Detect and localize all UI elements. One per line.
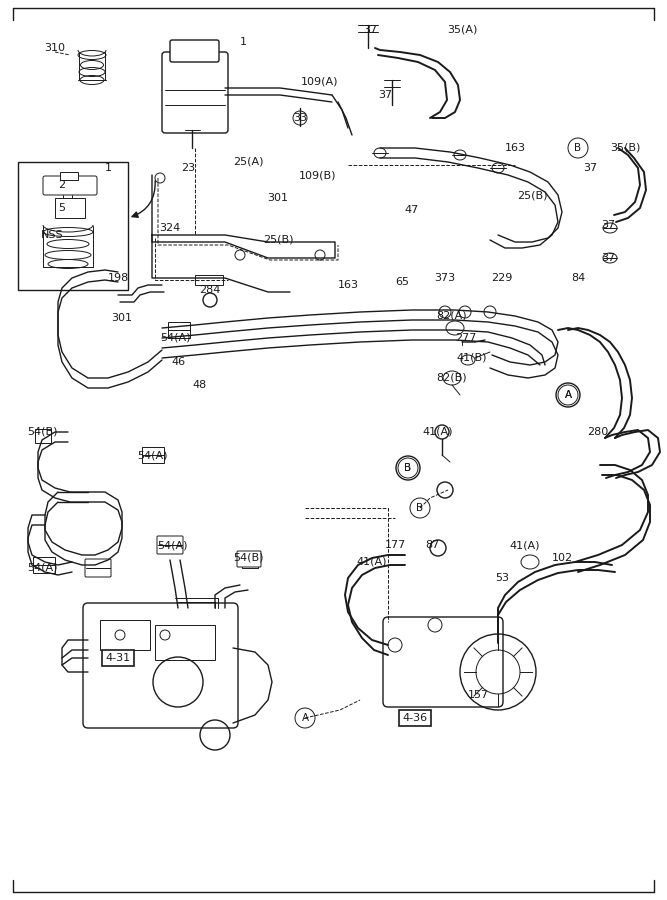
- Text: 163: 163: [338, 280, 358, 290]
- Text: 25(A): 25(A): [233, 157, 263, 167]
- Text: 37: 37: [601, 253, 615, 263]
- Bar: [155, 625, 215, 660]
- Text: 4-31: 4-31: [105, 653, 131, 663]
- Text: 23: 23: [181, 163, 195, 173]
- Text: 198: 198: [107, 273, 129, 283]
- Bar: [88, 560, 110, 576]
- Text: 1: 1: [105, 163, 111, 173]
- Text: 82(B): 82(B): [437, 373, 468, 383]
- Text: 87: 87: [425, 540, 439, 550]
- Bar: [160, 537, 182, 553]
- FancyBboxPatch shape: [237, 551, 261, 567]
- Text: 324: 324: [159, 223, 181, 233]
- Text: 54(B): 54(B): [233, 553, 263, 563]
- Text: A: A: [301, 713, 309, 723]
- Bar: [18, 162, 128, 290]
- Text: 37: 37: [363, 25, 377, 35]
- Text: 53: 53: [495, 573, 509, 583]
- Text: 4-36: 4-36: [402, 713, 428, 723]
- Text: 301: 301: [111, 313, 133, 323]
- Text: 5: 5: [59, 203, 65, 213]
- Text: 277: 277: [456, 333, 477, 343]
- Text: 35(A): 35(A): [447, 25, 477, 35]
- Text: 37: 37: [601, 220, 615, 230]
- Text: 25(B): 25(B): [263, 235, 293, 245]
- Text: B: B: [404, 463, 412, 473]
- Text: 310: 310: [45, 43, 65, 53]
- FancyBboxPatch shape: [162, 52, 228, 133]
- Text: 41(A): 41(A): [510, 540, 540, 550]
- Text: 25(B): 25(B): [517, 190, 547, 200]
- Text: 102: 102: [552, 553, 572, 563]
- Text: 37: 37: [583, 163, 597, 173]
- FancyBboxPatch shape: [383, 617, 503, 707]
- Text: 229: 229: [492, 273, 513, 283]
- FancyBboxPatch shape: [157, 536, 183, 554]
- Bar: [55, 198, 85, 218]
- Text: 48: 48: [193, 380, 207, 390]
- Text: 177: 177: [384, 540, 406, 550]
- FancyArrowPatch shape: [132, 181, 155, 217]
- Text: A: A: [564, 390, 572, 400]
- Text: B: B: [416, 503, 424, 513]
- Text: 41(A): 41(A): [357, 557, 388, 567]
- Text: 33: 33: [293, 113, 307, 123]
- Text: 54(B): 54(B): [27, 427, 57, 437]
- Text: 46: 46: [171, 357, 185, 367]
- Text: 109(B): 109(B): [299, 170, 337, 180]
- Text: 84: 84: [571, 273, 585, 283]
- Text: 82(A): 82(A): [437, 310, 468, 320]
- Text: 109(A): 109(A): [301, 77, 339, 87]
- Text: 41(A): 41(A): [423, 427, 454, 437]
- Text: 301: 301: [267, 193, 289, 203]
- Text: NSS: NSS: [41, 230, 63, 240]
- Text: 65: 65: [395, 277, 409, 287]
- Text: A: A: [564, 390, 572, 400]
- Bar: [60, 172, 78, 180]
- FancyBboxPatch shape: [43, 176, 97, 195]
- FancyBboxPatch shape: [83, 603, 238, 728]
- Text: 54(A): 54(A): [27, 563, 57, 573]
- Bar: [195, 275, 223, 285]
- Text: 35(B): 35(B): [610, 143, 640, 153]
- Text: 280: 280: [588, 427, 608, 437]
- Text: 284: 284: [199, 285, 221, 295]
- Bar: [100, 620, 150, 650]
- FancyBboxPatch shape: [85, 559, 111, 577]
- Text: 54(A): 54(A): [157, 540, 187, 550]
- Bar: [168, 322, 190, 338]
- Text: 47: 47: [405, 205, 419, 215]
- Text: 41(B): 41(B): [457, 353, 488, 363]
- Bar: [242, 554, 258, 568]
- Text: B: B: [574, 143, 582, 153]
- Text: 54(A): 54(A): [137, 450, 167, 460]
- Text: 373: 373: [434, 273, 456, 283]
- FancyBboxPatch shape: [170, 40, 219, 62]
- Text: 163: 163: [504, 143, 526, 153]
- Text: 2: 2: [59, 180, 65, 190]
- Bar: [35, 429, 51, 443]
- Text: 1: 1: [239, 37, 247, 47]
- Text: 54(A): 54(A): [160, 333, 190, 343]
- Text: 157: 157: [468, 690, 488, 700]
- Text: B: B: [404, 463, 412, 473]
- Text: 37: 37: [378, 90, 392, 100]
- Bar: [33, 557, 55, 573]
- Bar: [142, 447, 164, 463]
